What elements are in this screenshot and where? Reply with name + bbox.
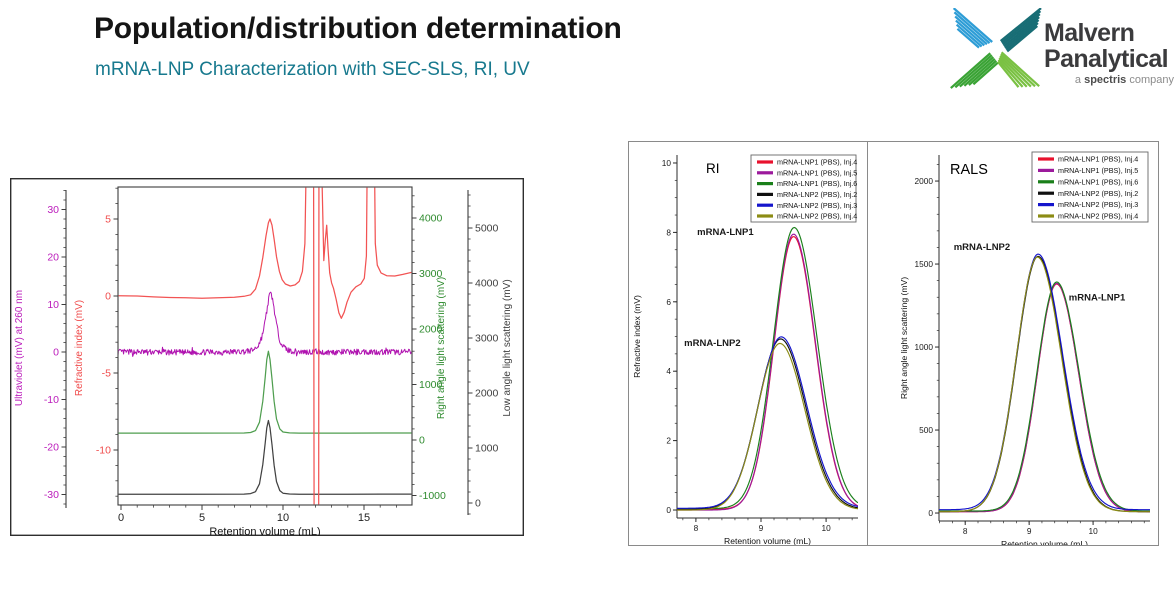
svg-text:Right angle light scattering (: Right angle light scattering (mV) [899,277,909,399]
svg-text:Retention volume (mL): Retention volume (mL) [209,526,320,536]
logo-name-line1: Malvern [1044,19,1135,47]
svg-text:10: 10 [1088,526,1098,536]
svg-text:RI: RI [706,161,720,176]
svg-text:1000: 1000 [915,342,934,352]
svg-text:mRNA-LNP2 (PBS), Inj.3: mRNA-LNP2 (PBS), Inj.3 [777,201,857,210]
svg-text:20: 20 [47,252,59,264]
svg-text:mRNA-LNP1: mRNA-LNP1 [697,227,754,238]
svg-text:Refractive index (mV): Refractive index (mV) [632,295,642,378]
svg-text:10: 10 [47,299,59,311]
svg-text:5: 5 [199,512,205,524]
svg-text:mRNA-LNP1 (PBS), Inj.4: mRNA-LNP1 (PBS), Inj.4 [777,158,857,167]
svg-text:-30: -30 [44,489,59,501]
svg-text:0: 0 [105,291,111,303]
svg-text:3000: 3000 [419,268,443,280]
svg-text:mRNA-LNP1 (PBS), Inj.6: mRNA-LNP1 (PBS), Inj.6 [1058,177,1138,186]
svg-text:10: 10 [662,158,672,168]
svg-text:mRNA-LNP2: mRNA-LNP2 [684,338,740,349]
svg-text:5000: 5000 [475,223,499,235]
page-title: Population/distribution determination [94,12,622,45]
sec-multi-detector-figure: 30 20 10 0 -10 -20 -30 Ultraviolet (mV) at 260 … [10,178,524,536]
page-subtitle: mRNA-LNP Characterization with SEC-SLS, … [95,59,530,80]
svg-text:0: 0 [53,347,59,359]
rals-overlay-panel: 0 500 1000 1500 2000 8 9 10 Retention volume (mL… [867,141,1159,546]
svg-text:-10: -10 [96,445,111,457]
svg-text:Low angle light scattering (mV: Low angle light scattering (mV) [502,279,513,416]
svg-text:10: 10 [277,512,289,524]
svg-text:8: 8 [666,227,671,237]
logo-text: Malvern Panalytical a spectris company [1044,8,1174,86]
svg-text:8: 8 [694,523,699,533]
svg-text:2: 2 [666,436,671,446]
svg-text:mRNA-LNP1 (PBS), Inj.5: mRNA-LNP1 (PBS), Inj.5 [777,168,857,177]
malvern-panalytical-logo: Malvern Panalytical a spectris company [948,8,1174,91]
svg-text:9: 9 [759,523,764,533]
svg-text:4000: 4000 [475,278,499,290]
svg-text:Refractive index (mV): Refractive index (mV) [74,300,85,396]
svg-text:mRNA-LNP2: mRNA-LNP2 [954,242,1010,253]
svg-text:mRNA-LNP2 (PBS), Inj.2: mRNA-LNP2 (PBS), Inj.2 [777,190,857,199]
svg-text:3000: 3000 [475,333,499,345]
svg-text:mRNA-LNP1: mRNA-LNP1 [1069,293,1126,304]
svg-text:6: 6 [666,297,671,307]
svg-text:Ultraviolet (mV) at 260 nm: Ultraviolet (mV) at 260 nm [14,290,25,406]
svg-text:0: 0 [666,505,671,515]
svg-text:1000: 1000 [475,443,499,455]
svg-text:4: 4 [666,366,671,376]
svg-text:1500: 1500 [915,259,934,269]
logo-name-line2: Panalytical [1044,45,1169,73]
svg-text:Retention volume (mL): Retention volume (mL) [1001,539,1088,545]
logo-tagline: a spectris company [1074,74,1174,86]
svg-text:500: 500 [919,425,933,435]
sec-multi-detector-chart: 30 20 10 0 -10 -20 -30 Ultraviolet (mV) at 260 … [10,178,524,536]
svg-text:2000: 2000 [475,388,499,400]
svg-text:5: 5 [105,214,111,226]
svg-text:mRNA-LNP2 (PBS), Inj.3: mRNA-LNP2 (PBS), Inj.3 [1058,200,1138,209]
svg-text:2000: 2000 [419,324,443,336]
svg-text:10: 10 [821,523,831,533]
svg-text:-5: -5 [102,368,111,380]
ri-overlay-chart: 0 2 4 6 8 10 8 9 10 Retention volume (mL) Refracti… [632,154,858,545]
logo-x-icon [950,8,1042,89]
svg-text:mRNA-LNP1 (PBS), Inj.6: mRNA-LNP1 (PBS), Inj.6 [777,179,857,188]
overlay-charts-figure: 0 2 4 6 8 10 8 9 10 Retention volume (mL) Refracti… [628,141,1159,546]
svg-text:mRNA-LNP1 (PBS), Inj.5: mRNA-LNP1 (PBS), Inj.5 [1058,166,1138,175]
svg-text:0: 0 [118,512,124,524]
svg-text:0: 0 [419,435,425,447]
svg-text:-1000: -1000 [419,490,446,502]
svg-text:0: 0 [475,498,481,510]
svg-text:mRNA-LNP2 (PBS), Inj.4: mRNA-LNP2 (PBS), Inj.4 [777,212,857,221]
svg-text:30: 30 [47,204,59,216]
svg-text:9: 9 [1027,526,1032,536]
svg-text:Right angle light scattering (: Right angle light scattering (mV) [436,277,447,419]
svg-text:mRNA-LNP1 (PBS), Inj.4: mRNA-LNP1 (PBS), Inj.4 [1058,155,1138,164]
svg-text:1000: 1000 [419,379,443,391]
svg-text:-20: -20 [44,442,59,454]
svg-text:mRNA-LNP2 (PBS), Inj.4: mRNA-LNP2 (PBS), Inj.4 [1058,212,1138,221]
svg-text:0: 0 [928,508,933,518]
svg-text:8: 8 [963,526,968,536]
svg-text:4000: 4000 [419,213,443,225]
svg-text:Retention volume (mL): Retention volume (mL) [724,536,811,545]
ri-overlay-panel: 0 2 4 6 8 10 8 9 10 Retention volume (mL) Refracti… [628,141,868,546]
svg-text:mRNA-LNP2 (PBS), Inj.2: mRNA-LNP2 (PBS), Inj.2 [1058,189,1138,198]
svg-text:RALS: RALS [950,162,988,178]
svg-text:-10: -10 [44,394,59,406]
svg-text:2000: 2000 [915,176,934,186]
svg-text:15: 15 [358,512,370,524]
